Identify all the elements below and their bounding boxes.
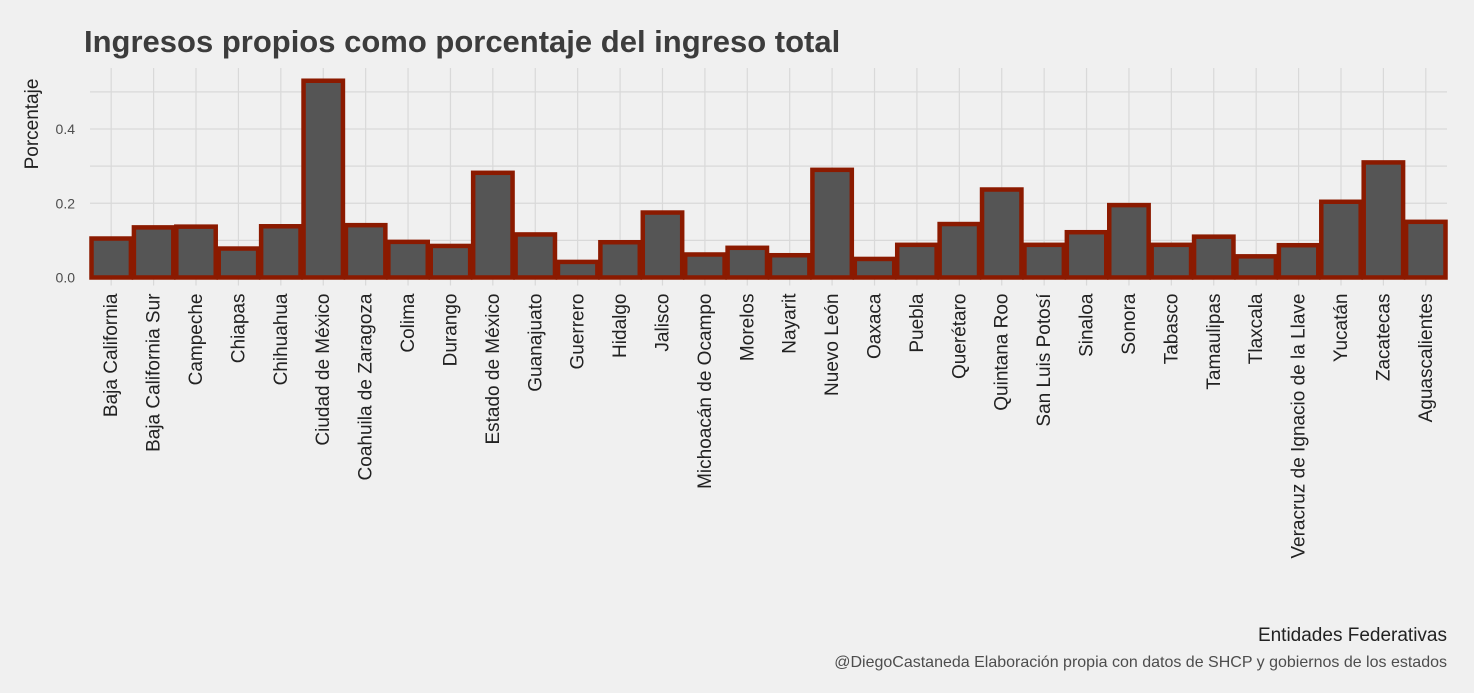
x-tick-label: Oaxaca	[865, 293, 886, 359]
y-axis-label: Porcentaje	[22, 79, 43, 170]
x-tick-label: Campeche	[186, 294, 207, 386]
x-tick-label: Coahuila de Zaragoza	[356, 293, 377, 480]
x-tick-label: Chiapas	[228, 294, 249, 364]
bar	[937, 221, 982, 280]
bar	[1234, 254, 1279, 280]
bar	[301, 78, 346, 280]
x-tick-label: Guerrero	[568, 294, 589, 370]
bars	[89, 78, 1448, 280]
bar	[1107, 202, 1151, 280]
x-tick-label: Chihuahua	[271, 293, 292, 385]
bar	[894, 242, 939, 280]
x-tick-label: Nayarit	[780, 293, 801, 354]
y-tick-label: 0.2	[56, 195, 76, 211]
x-tick-label: Michoacán de Ocampo	[695, 294, 716, 489]
bar	[89, 236, 134, 280]
x-tick-label: Yucatán	[1331, 294, 1352, 363]
bar	[1361, 160, 1406, 280]
x-tick-label: Colima	[398, 293, 419, 353]
x-tick-label: Tabasco	[1161, 294, 1182, 365]
bar	[513, 232, 558, 280]
bar	[428, 243, 473, 280]
bar	[1319, 199, 1363, 280]
x-tick-label: Aguascalientes	[1416, 294, 1437, 423]
x-tick-label: Durango	[440, 294, 461, 367]
x-tick-label: Veracruz de Ignacio de la Llave	[1289, 294, 1310, 559]
x-tick-label: Sonora	[1119, 293, 1140, 355]
x-tick-label: Morelos	[737, 294, 758, 362]
bar	[343, 222, 388, 280]
x-tick-label: Baja California Sur	[144, 293, 165, 452]
x-axis-ticks: Baja California Baja California Sur Campec…	[101, 293, 1437, 559]
x-tick-label: Puebla	[907, 293, 928, 353]
x-tick-label: Guanajuato	[525, 294, 546, 392]
bar	[1191, 234, 1236, 280]
bar	[131, 225, 176, 280]
y-tick-label: 0.4	[56, 121, 76, 137]
bar	[258, 224, 303, 280]
x-tick-label: Sinaloa	[1077, 293, 1098, 357]
y-axis-ticks: 0.0 0.2 0.4	[56, 121, 76, 286]
bar	[1403, 219, 1448, 280]
x-tick-label: San Luis Potosí	[1034, 293, 1055, 427]
x-tick-label: Tlaxcala	[1246, 293, 1267, 364]
bar	[682, 252, 727, 280]
bar	[1276, 242, 1321, 280]
x-tick-label: Ciudad de México	[313, 294, 334, 446]
x-tick-label: Querétaro	[949, 294, 970, 380]
bar	[725, 245, 770, 280]
x-tick-label: Estado de México	[483, 294, 504, 445]
x-tick-label: Quintana Roo	[992, 294, 1013, 411]
bar	[470, 170, 515, 280]
bar	[1022, 242, 1067, 280]
bar	[810, 167, 855, 280]
x-tick-label: Jalisco	[652, 294, 673, 352]
bar	[1064, 229, 1109, 280]
x-tick-label: Zacatecas	[1373, 294, 1394, 382]
x-tick-label: Baja California	[101, 293, 122, 417]
x-axis-label: Entidades Federativas	[1258, 625, 1447, 646]
bar	[1149, 242, 1194, 280]
y-tick-label: 0.0	[56, 270, 76, 286]
bar	[555, 259, 600, 280]
x-tick-label: Nuevo León	[822, 294, 843, 396]
bar	[979, 187, 1024, 280]
bar	[852, 256, 897, 280]
chart-title: Ingresos propios como porcentaje del ing…	[84, 24, 840, 59]
bar	[598, 239, 643, 280]
bar	[767, 252, 812, 280]
bar	[386, 239, 430, 280]
bar	[216, 246, 261, 280]
bar	[174, 224, 218, 280]
x-tick-label: Tamaulipas	[1204, 294, 1225, 390]
x-tick-label: Hidalgo	[610, 294, 631, 358]
bar	[640, 210, 685, 280]
chart-caption: @DiegoCastaneda Elaboración propia con d…	[834, 654, 1447, 671]
